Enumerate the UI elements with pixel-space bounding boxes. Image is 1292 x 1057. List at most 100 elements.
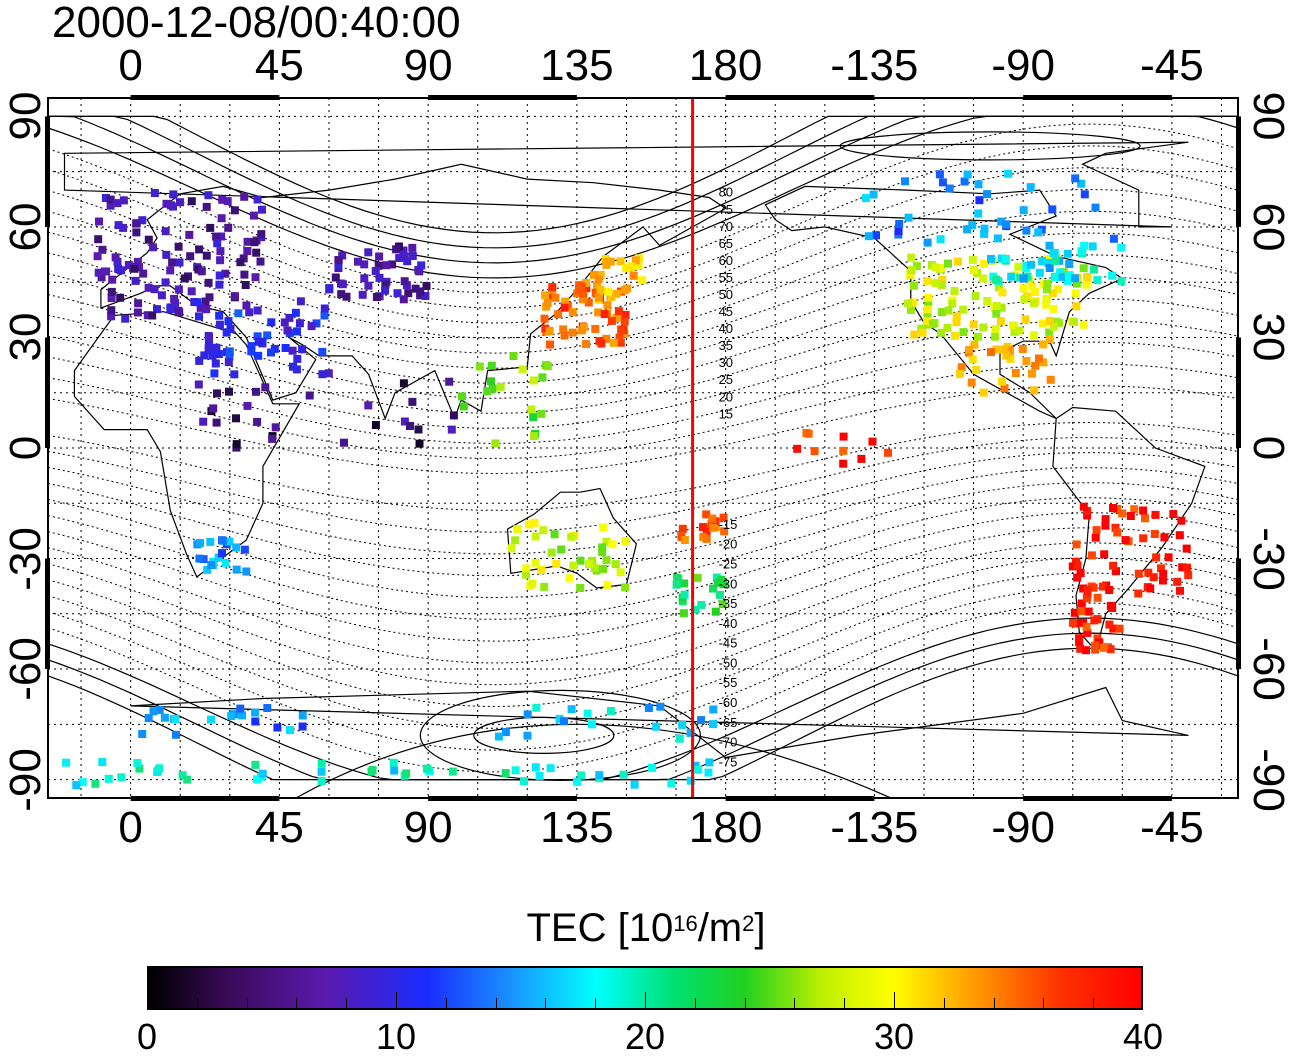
tec-point	[175, 258, 184, 267]
tec-point	[203, 565, 212, 574]
tec-point	[547, 548, 556, 557]
tec-point	[591, 324, 600, 333]
tec-point	[1115, 624, 1124, 633]
right-lat-tick: -60	[1244, 637, 1292, 701]
tec-point	[518, 365, 527, 374]
tec-point	[458, 392, 466, 401]
tec-point	[1164, 553, 1173, 562]
tec-point	[1130, 505, 1139, 514]
tec-point	[1002, 220, 1011, 229]
frame-bar-top	[725, 95, 875, 100]
tec-point	[709, 523, 718, 532]
tec-point	[104, 774, 113, 783]
tec-point	[1073, 573, 1082, 582]
tec-point	[162, 199, 171, 208]
tec-point	[679, 609, 688, 618]
tec-point	[354, 257, 362, 266]
coastline-africa	[73, 311, 301, 578]
tec-point	[611, 560, 620, 569]
tec-point	[224, 358, 233, 367]
tec-point	[1011, 369, 1020, 377]
tec-point	[155, 705, 164, 714]
tec-point	[1049, 248, 1058, 257]
tec-point	[686, 776, 695, 785]
tec-point	[992, 345, 1001, 354]
coastline-north-america	[764, 185, 1124, 420]
tec-point	[298, 722, 307, 731]
tec-point	[979, 323, 988, 332]
tec-point	[573, 777, 582, 786]
contour-label: 40	[719, 321, 733, 336]
tec-point	[411, 284, 420, 293]
tec-point	[1063, 276, 1072, 285]
colorbar-minor-tick	[196, 998, 198, 1010]
contour-labels: 80 75 70 65 60 55 50 45 40 35 30 25 20 15 -15 -20 -25 -30…	[719, 185, 738, 770]
tec-point	[531, 532, 540, 541]
tec-point	[1090, 616, 1099, 625]
tec-point	[381, 286, 390, 295]
tec-point	[709, 584, 717, 593]
contour-label: -35	[719, 596, 738, 611]
tec-point	[225, 347, 234, 356]
tec-point	[904, 213, 913, 222]
contour-label: 80	[719, 185, 733, 200]
frame-bar-left	[45, 558, 50, 670]
tec-point	[1065, 260, 1074, 268]
contour-label: -45	[719, 636, 738, 651]
tec-point	[1022, 357, 1031, 365]
tec-point	[614, 307, 623, 316]
tec-point	[117, 773, 126, 782]
tec-point	[987, 254, 995, 263]
tec-point	[221, 558, 230, 567]
tec-point	[1028, 282, 1037, 291]
tec-point	[157, 291, 166, 300]
tec-point	[644, 704, 653, 712]
tec-point	[268, 434, 277, 443]
tec-point	[998, 377, 1007, 386]
tec-point	[983, 297, 992, 305]
tec-point	[1178, 563, 1187, 572]
tec-point	[568, 308, 577, 317]
tec-point	[213, 389, 221, 398]
tec-point	[224, 317, 233, 326]
tec-point	[583, 709, 592, 718]
tec-point	[969, 320, 978, 329]
tec-point	[402, 769, 411, 778]
tec-point	[1182, 544, 1191, 553]
tec-point	[551, 293, 560, 302]
tec-point	[1028, 369, 1036, 378]
tec-point	[1045, 335, 1054, 344]
tec-point	[214, 350, 223, 358]
tec-point	[923, 238, 932, 247]
tec-point	[1108, 604, 1117, 612]
tec-point	[212, 232, 221, 241]
tec-point	[895, 220, 904, 228]
tec-point	[975, 196, 984, 205]
tec-point	[509, 352, 518, 360]
frame-bar-left	[45, 337, 50, 448]
frame-bar-top	[428, 95, 577, 100]
frame-bar-right	[1236, 116, 1241, 227]
colorbar-minor-tick	[943, 998, 945, 1010]
tec-point	[616, 338, 625, 347]
tec-point	[180, 274, 189, 283]
tec-point	[185, 230, 194, 239]
tec-point	[575, 281, 584, 290]
tec-point	[959, 328, 968, 337]
tec-point	[1030, 386, 1039, 395]
tec-point	[1072, 279, 1081, 288]
tec-point	[196, 303, 205, 312]
tec-point	[535, 771, 544, 780]
contour-label: 15	[719, 406, 733, 421]
frame-bar-bottom	[130, 796, 280, 801]
tec-point	[232, 543, 241, 552]
tec-point	[1173, 577, 1182, 586]
tec-point	[298, 345, 307, 354]
tec-point	[132, 228, 141, 237]
tec-point	[980, 229, 989, 238]
tec-point	[204, 191, 213, 200]
bottom-lon-tick: 45	[254, 803, 304, 852]
tec-point	[1087, 551, 1096, 560]
contour-line	[47, 385, 1239, 475]
tec-point	[258, 205, 266, 214]
